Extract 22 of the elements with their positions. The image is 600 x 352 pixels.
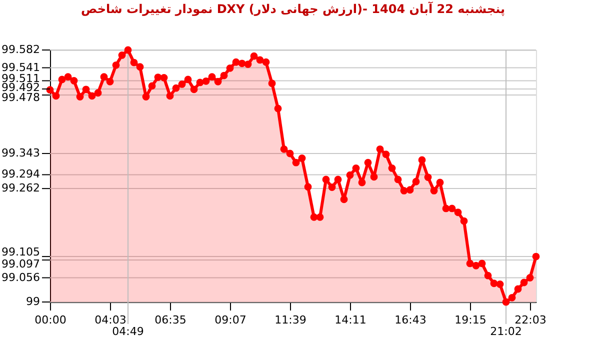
x-tick-label: 09:07: [214, 314, 246, 326]
chart-title: نمودار تغییرات شاخص DXY (ارزش جهانی دلار)- پنجشنبه 22 آبان 1404: [81, 1, 505, 16]
y-tick-label: 99.105: [2, 245, 40, 258]
x-tick-label: 11:39: [274, 314, 306, 326]
x-tick-label: 04:03: [94, 314, 126, 326]
x-tick-label: 00:00: [34, 314, 66, 326]
x-tick-label: 19:15: [454, 314, 486, 326]
x-tick-label: 16:43: [394, 314, 426, 326]
y-tick-label: 99.262: [2, 182, 40, 195]
y-tick-label: 99: [26, 295, 40, 308]
y-tick-label: 99.582: [2, 43, 40, 56]
y-tick-label: 99.343: [2, 146, 40, 160]
y-tick-label: 99.478: [2, 91, 40, 104]
x-tick-label: 22:03: [514, 314, 546, 326]
y-tick-label: 99.056: [2, 270, 40, 284]
x-tick-label: 04:49: [112, 325, 144, 338]
y-tick-label: 99.294: [2, 168, 40, 181]
y-tick-label: 99.097: [2, 257, 40, 270]
x-tick-label: 21:02: [490, 325, 522, 338]
x-tick-label: 14:11: [334, 314, 366, 326]
x-tick-label: 06:35: [154, 314, 186, 326]
y-tick-label: 99.541: [2, 60, 40, 74]
